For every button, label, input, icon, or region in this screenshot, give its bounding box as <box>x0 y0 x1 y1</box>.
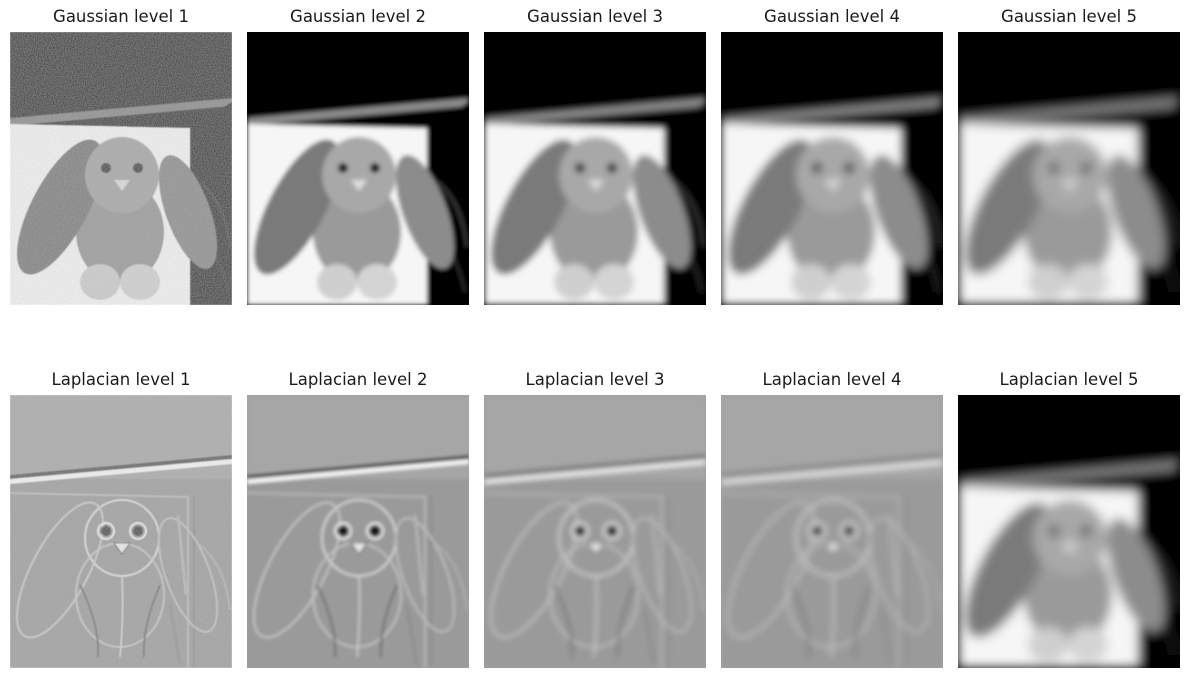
panel-title: Laplacian level 4 <box>762 370 902 389</box>
gaussian-level-image <box>484 32 706 305</box>
panel-title: Laplacian level 2 <box>288 370 428 389</box>
laplacian-level-image <box>10 395 232 668</box>
panel-title: Gaussian level 3 <box>527 7 663 26</box>
gaussian-panel: Gaussian level 3 <box>484 0 706 305</box>
laplacian-level-image <box>484 395 706 668</box>
laplacian-panel: Laplacian level 4 <box>721 363 943 668</box>
panel-title: Gaussian level 1 <box>53 7 189 26</box>
panel-title: Laplacian level 1 <box>51 370 191 389</box>
panel-title: Laplacian level 3 <box>525 370 665 389</box>
panel-title: Gaussian level 4 <box>764 7 900 26</box>
gaussian-panel: Gaussian level 4 <box>721 0 943 305</box>
panel-title: Gaussian level 2 <box>290 7 426 26</box>
gaussian-panel: Gaussian level 5 <box>958 0 1180 305</box>
laplacian-panel: Laplacian level 5 <box>958 363 1180 668</box>
laplacian-panel: Laplacian level 2 <box>247 363 469 668</box>
panel-title: Gaussian level 5 <box>1001 7 1137 26</box>
gaussian-panel: Gaussian level 1 <box>10 0 232 305</box>
laplacian-level-image <box>247 395 469 668</box>
laplacian-level-image <box>721 395 943 668</box>
gaussian-level-image <box>958 32 1180 305</box>
gaussian-level-image <box>247 32 469 305</box>
laplacian-level-image <box>958 395 1180 668</box>
gaussian-level-image <box>10 32 232 305</box>
gaussian-pyramid-row: Gaussian level 1 Gaussian level 2 Gaussi… <box>0 0 1189 305</box>
gaussian-panel: Gaussian level 2 <box>247 0 469 305</box>
panel-title: Laplacian level 5 <box>999 370 1139 389</box>
laplacian-panel: Laplacian level 1 <box>10 363 232 668</box>
gaussian-level-image <box>721 32 943 305</box>
laplacian-panel: Laplacian level 3 <box>484 363 706 668</box>
laplacian-pyramid-row: Laplacian level 1 Laplacian level 2 Lapl… <box>0 363 1189 668</box>
